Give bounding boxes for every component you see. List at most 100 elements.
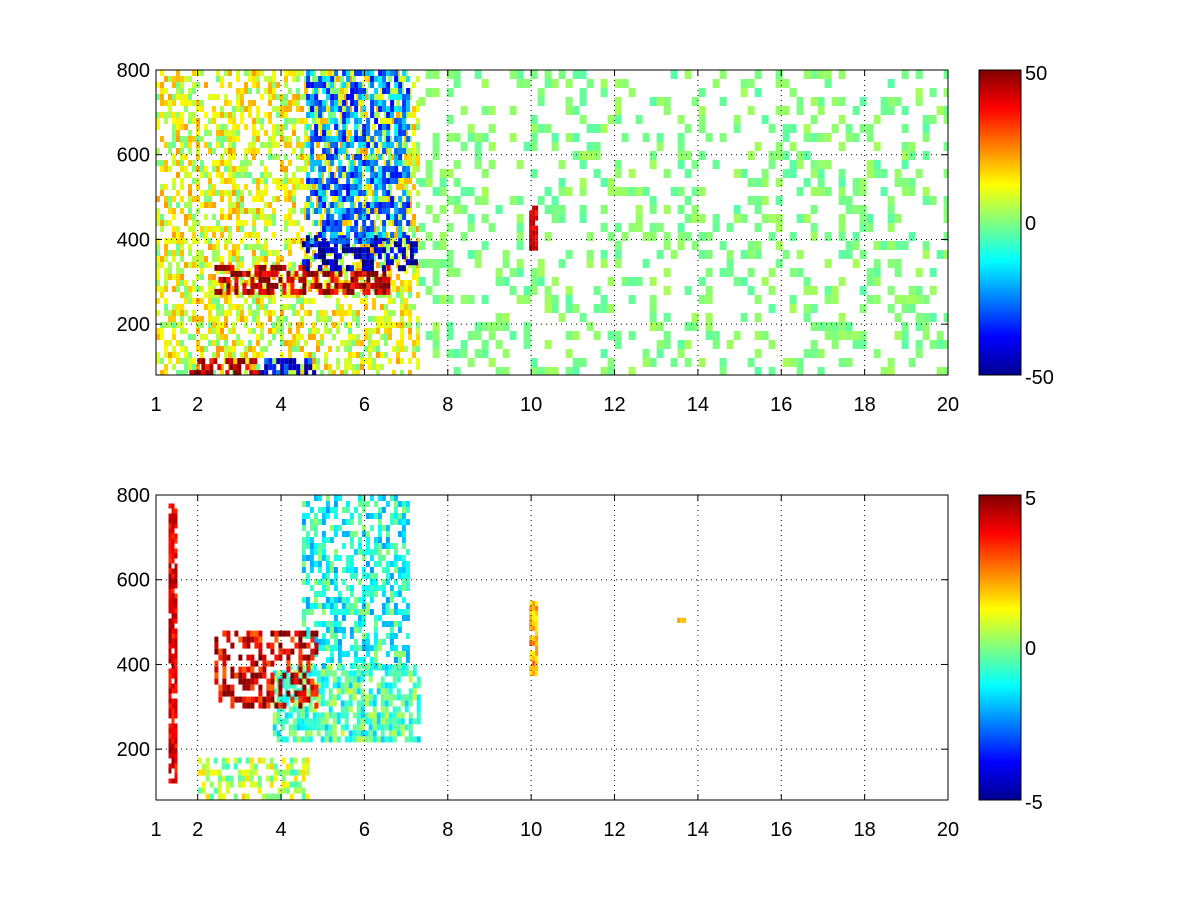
heatmap-cell: [171, 743, 175, 749]
top-x-tick-label: 20: [937, 394, 959, 416]
heatmap-cell: [272, 322, 276, 328]
heatmap-cell: [416, 682, 421, 689]
heatmap-cell: [404, 268, 408, 274]
heatmap-cell: [400, 370, 404, 375]
heatmap-cell: [357, 579, 362, 585]
heatmap-cell: [400, 178, 404, 184]
heatmap-cell: [330, 270, 335, 277]
heatmap-cell: [698, 295, 706, 304]
heatmap-cell: [389, 591, 394, 597]
heatmap-cell: [361, 531, 366, 537]
heatmap-cell: [276, 196, 280, 202]
heatmap-cell: [216, 292, 220, 298]
heatmap-cell: [621, 187, 629, 196]
heatmap-cell: [317, 561, 322, 567]
heatmap-cell: [446, 133, 454, 142]
heatmap-cell: [393, 609, 398, 615]
heatmap-cell: [338, 172, 343, 178]
heatmap-cell: [372, 736, 377, 743]
heatmap-cell: [345, 507, 350, 513]
heatmap-cell: [288, 244, 292, 250]
heatmap-cell: [252, 226, 256, 232]
heatmap-cell: [336, 736, 341, 743]
heatmap-cell: [164, 310, 168, 316]
heatmap-cell: [593, 286, 601, 295]
heatmap-cell: [208, 238, 212, 244]
heatmap-cell: [558, 70, 566, 79]
heatmap-cell: [334, 106, 339, 112]
heatmap-cell: [340, 232, 344, 238]
heatmap-cell: [365, 603, 370, 609]
heatmap-cell: [305, 513, 310, 519]
heatmap-cell: [337, 495, 342, 501]
heatmap-cell: [768, 286, 776, 295]
heatmap-cell: [368, 724, 373, 731]
heatmap-cell: [378, 202, 383, 208]
heatmap-cell: [208, 190, 212, 196]
heatmap-cell: [277, 787, 282, 794]
heatmap-cell: [810, 349, 818, 358]
heatmap-cell: [350, 166, 355, 172]
heatmap-cell: [396, 274, 400, 280]
heatmap-cell: [393, 555, 398, 561]
heatmap-cell: [354, 112, 359, 118]
heatmap-cell: [348, 700, 353, 707]
heatmap-cell: [284, 694, 289, 701]
heatmap-cell: [649, 232, 657, 241]
heatmap-cell: [168, 268, 172, 274]
heatmap-cell: [248, 310, 252, 316]
heatmap-cell: [915, 313, 923, 322]
heatmap-cell: [565, 133, 573, 142]
heatmap-cell: [705, 331, 713, 340]
heatmap-cell: [184, 328, 188, 334]
heatmap-cell: [922, 151, 930, 160]
heatmap-cell: [226, 276, 231, 283]
heatmap-cell: [388, 298, 392, 304]
heatmap-cell: [168, 653, 172, 659]
heatmap-cell: [248, 112, 252, 118]
heatmap-cell: [368, 190, 372, 196]
heatmap-cell: [922, 196, 930, 205]
heatmap-cell: [936, 367, 944, 375]
heatmap-cell: [593, 142, 601, 151]
heatmap-cell: [314, 136, 319, 142]
heatmap-cell: [348, 310, 352, 316]
heatmap-cell: [529, 670, 533, 676]
heatmap-cell: [372, 286, 376, 292]
heatmap-cell: [354, 208, 359, 214]
heatmap-cell: [392, 238, 396, 244]
bottom-x-tick-label: 10: [520, 819, 542, 841]
heatmap-cell: [188, 100, 192, 106]
heatmap-cell: [873, 115, 881, 124]
heatmap-cell: [412, 148, 416, 154]
heatmap-cell: [416, 118, 420, 124]
heatmap-cell: [373, 579, 378, 585]
heatmap-cell: [712, 331, 720, 340]
heatmap-cell: [698, 358, 706, 367]
heatmap-cell: [368, 76, 372, 82]
heatmap-cell: [304, 712, 309, 719]
heatmap-cell: [212, 202, 216, 208]
heatmap-cell: [208, 226, 212, 232]
heatmap-cell: [523, 331, 531, 340]
heatmap-cell: [305, 603, 310, 609]
heatmap-cell: [286, 630, 291, 637]
heatmap-cell: [329, 609, 334, 615]
heatmap-cell: [204, 262, 208, 268]
heatmap-cell: [348, 166, 352, 172]
heatmap-cell: [297, 781, 302, 788]
heatmap-cell: [866, 214, 874, 223]
heatmap-cell: [286, 648, 291, 655]
heatmap-cell: [305, 609, 310, 615]
heatmap-cell: [369, 259, 374, 266]
heatmap-cell: [312, 358, 316, 364]
heatmap-cell: [325, 603, 330, 609]
heatmap-cell: [400, 730, 405, 737]
heatmap-cell: [398, 232, 403, 238]
top-x-tick-label: 10: [520, 394, 542, 416]
heatmap-cell: [321, 537, 326, 543]
heatmap-cell: [268, 220, 272, 226]
heatmap-cell: [400, 322, 404, 328]
heatmap-cell: [252, 100, 256, 106]
heatmap-cell: [393, 651, 398, 657]
